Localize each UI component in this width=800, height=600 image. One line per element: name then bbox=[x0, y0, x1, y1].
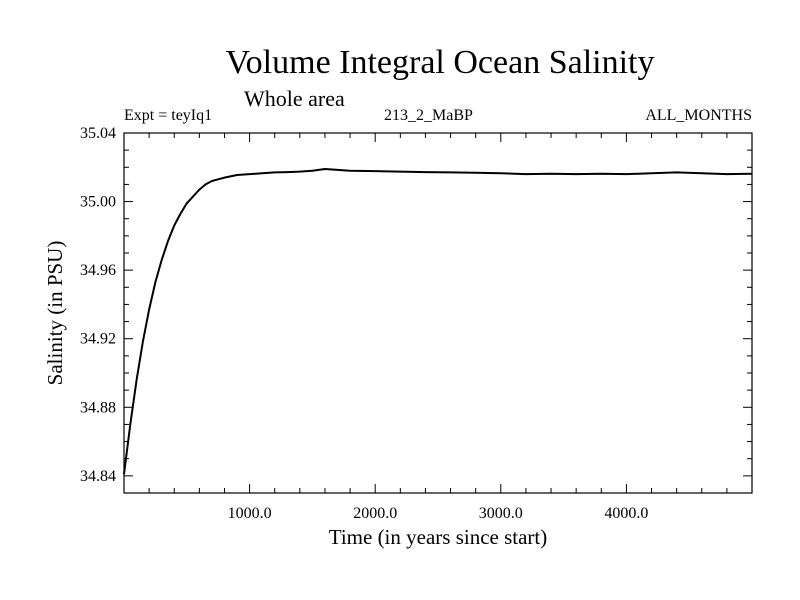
x-axis-label: Time (in years since start) bbox=[329, 525, 548, 549]
x-tick-label: 4000.0 bbox=[604, 505, 648, 522]
x-tick-label: 3000.0 bbox=[479, 505, 523, 522]
y-tick-label: 34.96 bbox=[80, 262, 116, 279]
y-axis-label: Salinity (in PSU) bbox=[43, 241, 67, 386]
months-label: ALL_MONTHS bbox=[645, 107, 752, 124]
y-tick-label: 34.84 bbox=[80, 468, 116, 485]
run-label: 213_2_MaBP bbox=[384, 107, 473, 124]
y-tick-label: 34.88 bbox=[80, 399, 116, 416]
experiment-label: Expt = teyIq1 bbox=[124, 107, 213, 124]
x-tick-label: 2000.0 bbox=[353, 505, 397, 522]
chart-subtitle: Whole area bbox=[244, 86, 345, 111]
series-line-salinity bbox=[123, 168, 753, 475]
plot-frame bbox=[123, 132, 753, 494]
x-tick-label: 1000.0 bbox=[228, 505, 272, 522]
y-tick-label: 35.00 bbox=[80, 194, 116, 211]
y-tick-label: 34.92 bbox=[80, 331, 116, 348]
chart-title: Volume Integral Ocean Salinity bbox=[225, 44, 655, 81]
y-tick-label: 35.04 bbox=[80, 125, 116, 142]
